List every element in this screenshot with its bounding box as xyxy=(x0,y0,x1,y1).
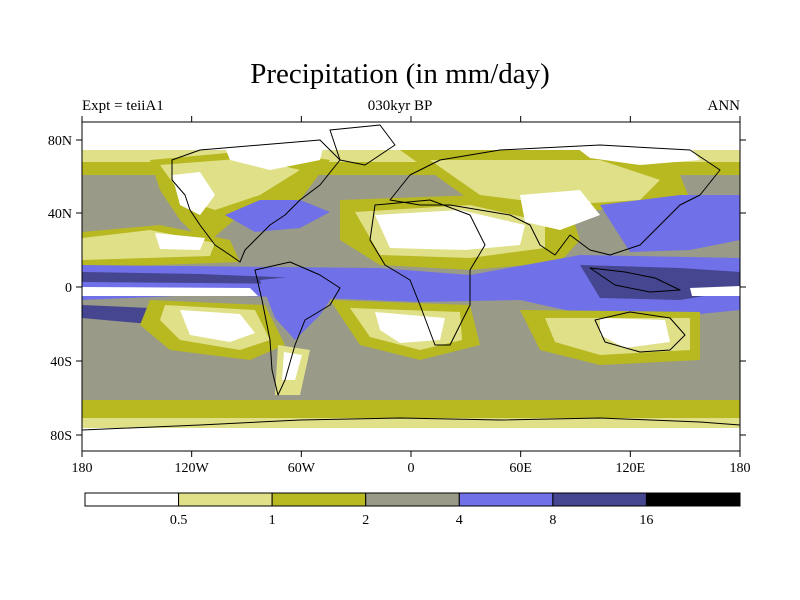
coast-indonesia xyxy=(589,267,681,293)
legend-label: 0.5 xyxy=(170,513,188,528)
map-field xyxy=(82,122,740,451)
lat-tick-label: 40S xyxy=(50,355,72,370)
coast-north-america xyxy=(171,139,341,263)
latitude-axis: 80N 40N 0 40S 80S xyxy=(48,134,746,444)
field-satl-white xyxy=(375,312,445,343)
field-npac-white xyxy=(155,233,205,250)
lon-tick-label: 0 xyxy=(408,461,415,476)
legend-label: 16 xyxy=(639,513,653,528)
field-samerica-blue xyxy=(260,275,340,340)
map-title: Precipitation (in mm/day) xyxy=(250,58,550,90)
lat-tick-label: 80S xyxy=(50,429,72,444)
legend-swatch xyxy=(178,492,273,507)
precip-legend: 0.5 1 2 4 8 16 xyxy=(84,492,741,528)
field-antarctic-white xyxy=(82,428,740,451)
season-label: ANN xyxy=(707,98,741,114)
field-sahara-white xyxy=(375,210,525,250)
lat-tick-label: 0 xyxy=(65,281,72,296)
coastlines xyxy=(82,124,740,431)
field-sepac-white xyxy=(180,310,255,342)
lon-tick-label: 180 xyxy=(72,461,93,476)
lon-tick-label: 60W xyxy=(288,461,316,476)
legend-swatch xyxy=(365,492,460,507)
field-eastasia-blue xyxy=(600,195,740,252)
field-antarctic-yellow xyxy=(82,418,740,430)
lon-tick-label: 180 xyxy=(730,461,751,476)
legend-swatch xyxy=(645,492,741,507)
coast-antarctica xyxy=(82,417,740,431)
field-itcz-dark xyxy=(82,272,300,284)
legend-swatch xyxy=(84,492,180,507)
field-siberia-white xyxy=(560,135,700,165)
field-eurasia-yellow xyxy=(430,160,660,205)
coast-africa xyxy=(369,199,486,346)
time-label: 030kyr BP xyxy=(367,98,433,114)
field-eq-pacific-white xyxy=(82,287,258,296)
field-australia-white xyxy=(600,318,670,348)
lat-tick-label: 40N xyxy=(48,207,72,222)
coast-eurasia xyxy=(389,144,721,256)
legend-label: 2 xyxy=(362,513,369,528)
field-antarctic-olive xyxy=(82,400,740,422)
coast-australia xyxy=(594,311,686,353)
legend-label: 8 xyxy=(549,513,556,528)
experiment-label: Expt = teiiA1 xyxy=(82,98,164,114)
field-north-america-west-white xyxy=(172,172,215,215)
lon-tick-label: 120E xyxy=(616,461,646,476)
field-natl-blue xyxy=(225,200,330,232)
legend-swatch xyxy=(458,492,554,507)
lon-tick-label: 60E xyxy=(509,461,532,476)
lat-tick-label: 80N xyxy=(48,134,72,149)
field-north-america-white xyxy=(215,122,330,170)
field-eq-pacific-white-east xyxy=(690,286,740,296)
field-central-asia-white xyxy=(520,190,600,230)
legend-label: 4 xyxy=(456,513,463,528)
coast-greenland xyxy=(329,124,396,166)
legend-label: 1 xyxy=(269,513,276,528)
legend-swatch xyxy=(552,492,647,507)
coast-south-america xyxy=(254,261,341,396)
legend-swatch xyxy=(271,492,367,507)
lon-tick-label: 120W xyxy=(175,461,210,476)
longitude-axis: 180 120W 60W 0 60E 120E 180 xyxy=(72,116,751,476)
field-itcz-blue xyxy=(82,255,740,322)
